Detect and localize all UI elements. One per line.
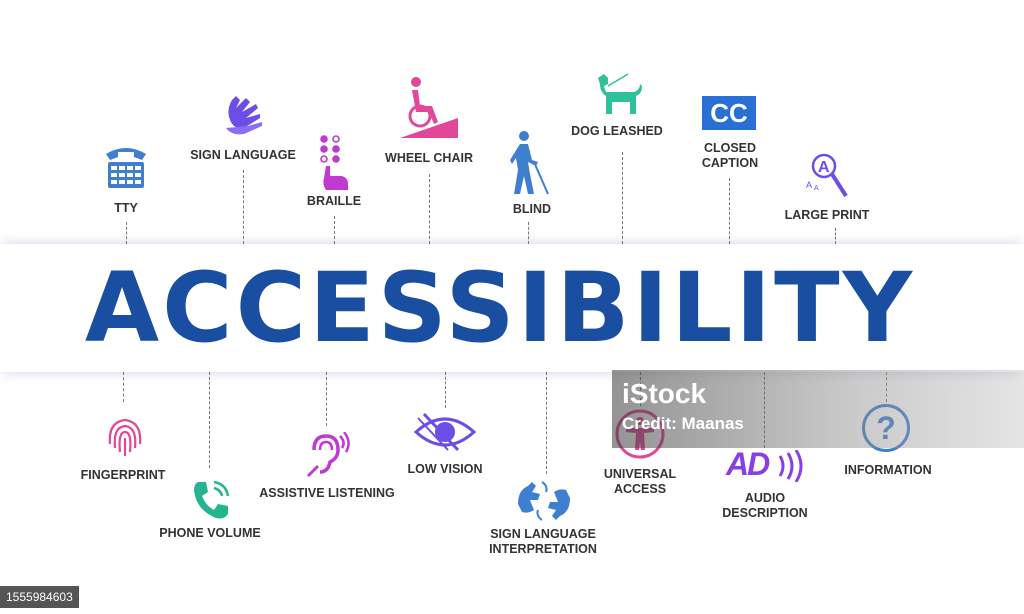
audio-description-letters: AD [726, 446, 770, 482]
leader-line [429, 174, 430, 244]
leader-line [835, 228, 836, 244]
leader-line [445, 372, 446, 408]
stock-id-badge: 1555984603 [0, 586, 79, 608]
svg-text:A: A [814, 185, 819, 192]
label-sign-language-interpretation: SIGN LANGUAGE INTERPRETATION [489, 527, 597, 557]
leader-line [243, 170, 244, 244]
blind-person-cane-icon [510, 130, 550, 200]
label-tty: TTY [114, 201, 138, 215]
tty-phone-icon [102, 142, 150, 194]
large-print-magnifier-icon: A A A [806, 152, 850, 202]
label-line: CLOSED [703, 141, 757, 155]
label-phone-volume: PHONE VOLUME [159, 526, 261, 540]
leader-line [546, 372, 547, 474]
label-low-vision: LOW VISION [407, 462, 483, 476]
label-large-print: LARGE PRINT [784, 208, 870, 222]
phone-volume-icon [190, 478, 232, 526]
leader-line [622, 152, 623, 244]
leader-line [123, 372, 124, 402]
sign-interpretation-icon [516, 480, 572, 526]
svg-text:A: A [818, 159, 830, 176]
label-sign-language: SIGN LANGUAGE [190, 148, 296, 162]
title-band [0, 244, 1024, 372]
leader-line [209, 372, 210, 468]
closed-caption-icon: CC [702, 96, 756, 130]
label-universal-access: UNIVERSAL ACCESS [604, 467, 676, 497]
label-braille: BRAILLE [306, 194, 362, 208]
watermark-banner: iStock Credit: Maanas [612, 370, 1024, 448]
label-line: SIGN LANGUAGE [490, 527, 596, 541]
leader-line [126, 222, 127, 244]
dog-leashed-icon [594, 72, 644, 120]
label-information: INFORMATION [844, 463, 932, 477]
label-line: CAPTION [701, 156, 759, 170]
label-line: UNIVERSAL [603, 467, 677, 481]
fingerprint-icon [104, 414, 146, 462]
label-line: INTERPRETATION [489, 542, 597, 556]
sign-language-hands-icon [222, 90, 268, 142]
watermark-credit: Credit: Maanas [622, 414, 744, 433]
braille-icon [316, 134, 354, 194]
label-fingerprint: FINGERPRINT [80, 468, 166, 482]
label-line: AUDIO [744, 491, 786, 505]
page-title: ACCESSIBILITY [84, 252, 916, 364]
label-blind: BLIND [512, 202, 552, 216]
low-vision-eye-icon [413, 412, 477, 456]
label-dog-leashed: DOG LEASHED [571, 124, 663, 138]
assistive-listening-ear-icon [306, 431, 352, 482]
leader-line [326, 372, 327, 426]
label-closed-caption: CLOSED CAPTION [702, 141, 758, 171]
label-wheel-chair: WHEEL CHAIR [385, 151, 473, 165]
label-line: DESCRIPTION [722, 506, 808, 520]
leader-line [729, 178, 730, 244]
label-audio-description: AUDIO DESCRIPTION [722, 491, 807, 521]
wheelchair-icon [400, 76, 460, 142]
leader-line [334, 216, 335, 244]
label-assistive-listening: ASSISTIVE LISTENING [259, 486, 395, 500]
leader-line [528, 222, 529, 244]
label-line: ACCESS [613, 482, 667, 496]
audio-description-icon: AD [726, 446, 806, 482]
svg-text:A: A [806, 180, 812, 190]
watermark-brand: iStock [622, 378, 707, 409]
